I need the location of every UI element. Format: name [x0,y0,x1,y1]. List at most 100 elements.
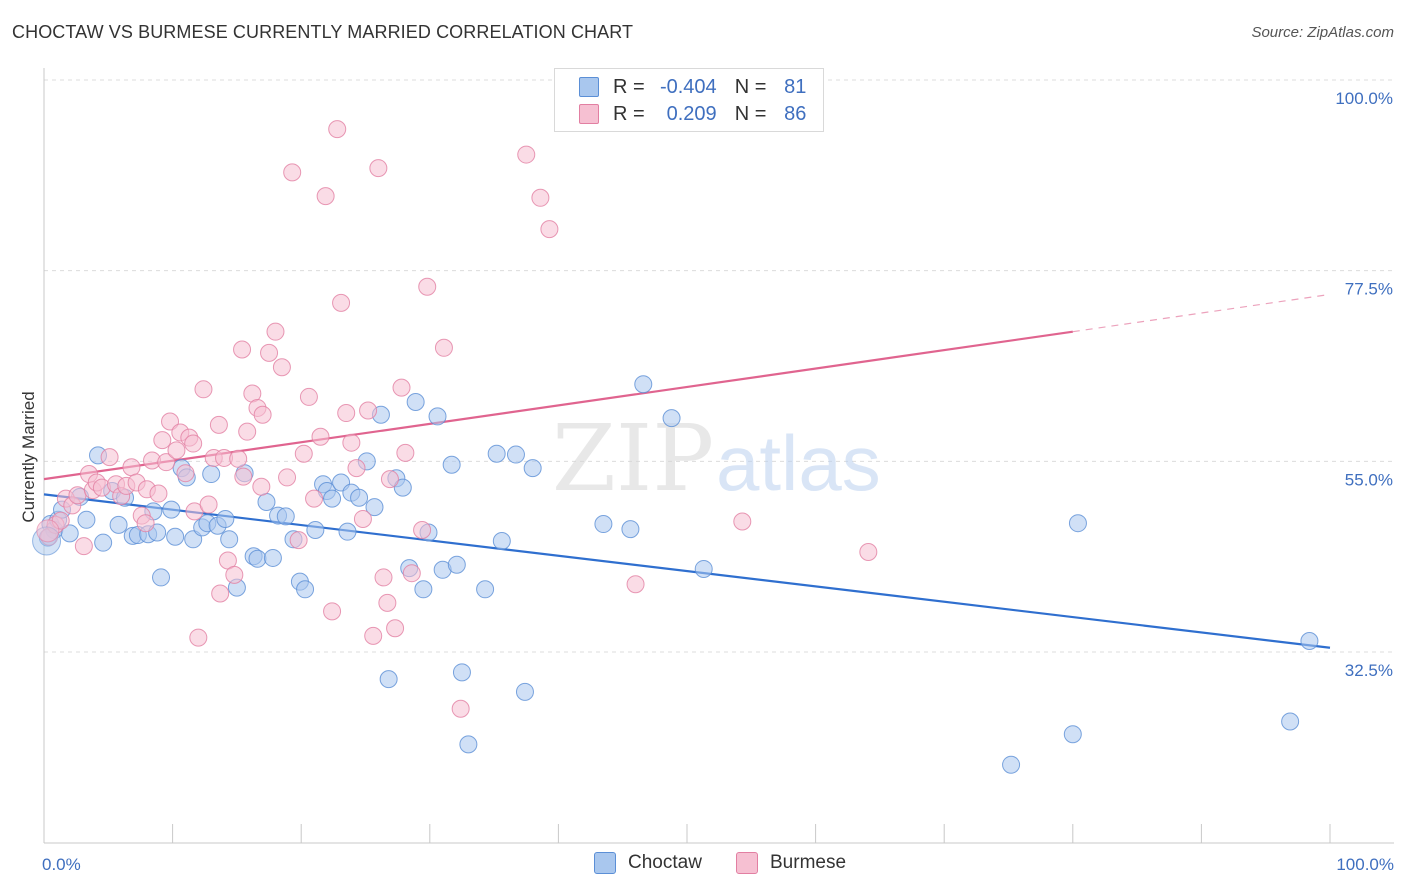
axes [43,68,1394,844]
point-burmese [157,453,176,472]
point-burmese [369,159,388,178]
point-choctaw [406,393,425,412]
point-choctaw [447,555,466,574]
point-burmese [234,467,253,486]
point-burmese [342,433,361,452]
legend-item-burmese[interactable]: Burmese [736,852,846,874]
point-burmese [733,512,752,531]
x-tick-label: 0.0% [42,855,81,874]
point-burmese [136,514,155,533]
point-burmese [194,380,213,399]
r-value-choctaw: -0.404 [659,75,717,98]
tick-labels: 32.5% 55.0% 77.5% 100.0% 0.0% 100.0% [42,89,1394,874]
point-choctaw [1063,725,1082,744]
point-burmese [396,443,415,462]
burmese-swatch [579,104,599,124]
point-burmese [266,322,285,341]
point-choctaw [60,524,79,543]
point-burmese [364,626,383,645]
point-burmese [316,187,335,206]
point-choctaw [459,735,478,754]
point-burmese [531,188,550,207]
point-choctaw [276,507,295,526]
point-choctaw [1300,631,1319,650]
point-burmese [199,495,218,514]
point-burmese [451,699,470,718]
point-burmese [176,464,195,483]
point-cluster-burmese [36,519,60,543]
r-label: R = [613,102,645,125]
point-choctaw [515,682,534,701]
point-choctaw [306,520,325,539]
point-burmese [626,575,645,594]
point-burmese [278,468,297,487]
n-label: N = [734,102,767,125]
grid-lines [44,79,1394,653]
point-choctaw [323,489,342,508]
legend-label-burmese: Burmese [770,852,847,873]
point-choctaw [248,549,267,568]
point-burmese [392,378,411,397]
point-burmese [68,486,87,505]
point-burmese [378,593,397,612]
point-choctaw [379,670,398,689]
point-burmese [153,431,172,450]
point-choctaw [393,478,412,497]
n-value-choctaw: 81 [784,75,807,98]
point-burmese [540,220,559,239]
point-burmese [347,459,366,478]
series-legend: Choctaw Burmese [0,852,1406,878]
point-choctaw [216,509,235,528]
point-burmese [323,602,342,621]
point-burmese [189,628,208,647]
r-value-burmese: 0.209 [666,102,717,125]
point-choctaw [109,515,128,534]
n-label: N = [734,75,767,98]
legend-row-choctaw: R = -0.404 N = 81 [579,75,806,99]
point-burmese [289,531,308,550]
point-burmese [74,537,93,556]
point-burmese [149,484,168,503]
y-axis-label: Currently Married [19,391,38,522]
point-burmese [184,434,203,453]
point-burmese [238,422,257,441]
watermark-atlas: atlas [716,419,881,507]
legend-item-choctaw[interactable]: Choctaw [594,852,702,874]
point-burmese [337,404,356,423]
point-burmese [283,163,302,182]
chart-title: CHOCTAW VS BURMESE CURRENTLY MARRIED COR… [12,22,634,42]
y-tick-label: 100.0% [1335,89,1393,108]
point-burmese [859,543,878,562]
legend-row-burmese: R = 0.209 N = 86 [579,102,806,126]
point-burmese [413,520,432,539]
point-choctaw [634,375,653,394]
point-choctaw [452,663,471,682]
point-choctaw [94,533,113,552]
point-choctaw [296,580,315,599]
point-choctaw [506,445,525,464]
point-choctaw [1002,755,1021,774]
point-burmese [272,358,291,377]
point-choctaw [621,520,640,539]
point-burmese [328,120,347,139]
point-choctaw [220,530,239,549]
point-burmese [402,564,421,583]
point-burmese [380,470,399,489]
watermark-zip: ZIP [552,405,714,512]
choctaw-swatch [579,77,599,97]
point-burmese [100,448,119,467]
point-burmese [252,477,271,496]
choctaw-legend-swatch [594,852,616,874]
point-burmese [434,338,453,357]
point-choctaw [152,568,171,587]
point-choctaw [1281,712,1300,731]
point-burmese [233,340,252,359]
correlation-legend: R = -0.404 N = 81 R = 0.209 N = 86 [554,68,824,132]
point-choctaw [338,522,357,541]
point-burmese [253,405,272,424]
point-choctaw [487,444,506,463]
point-choctaw [166,527,185,546]
point-choctaw [428,407,447,426]
point-burmese [211,584,230,603]
